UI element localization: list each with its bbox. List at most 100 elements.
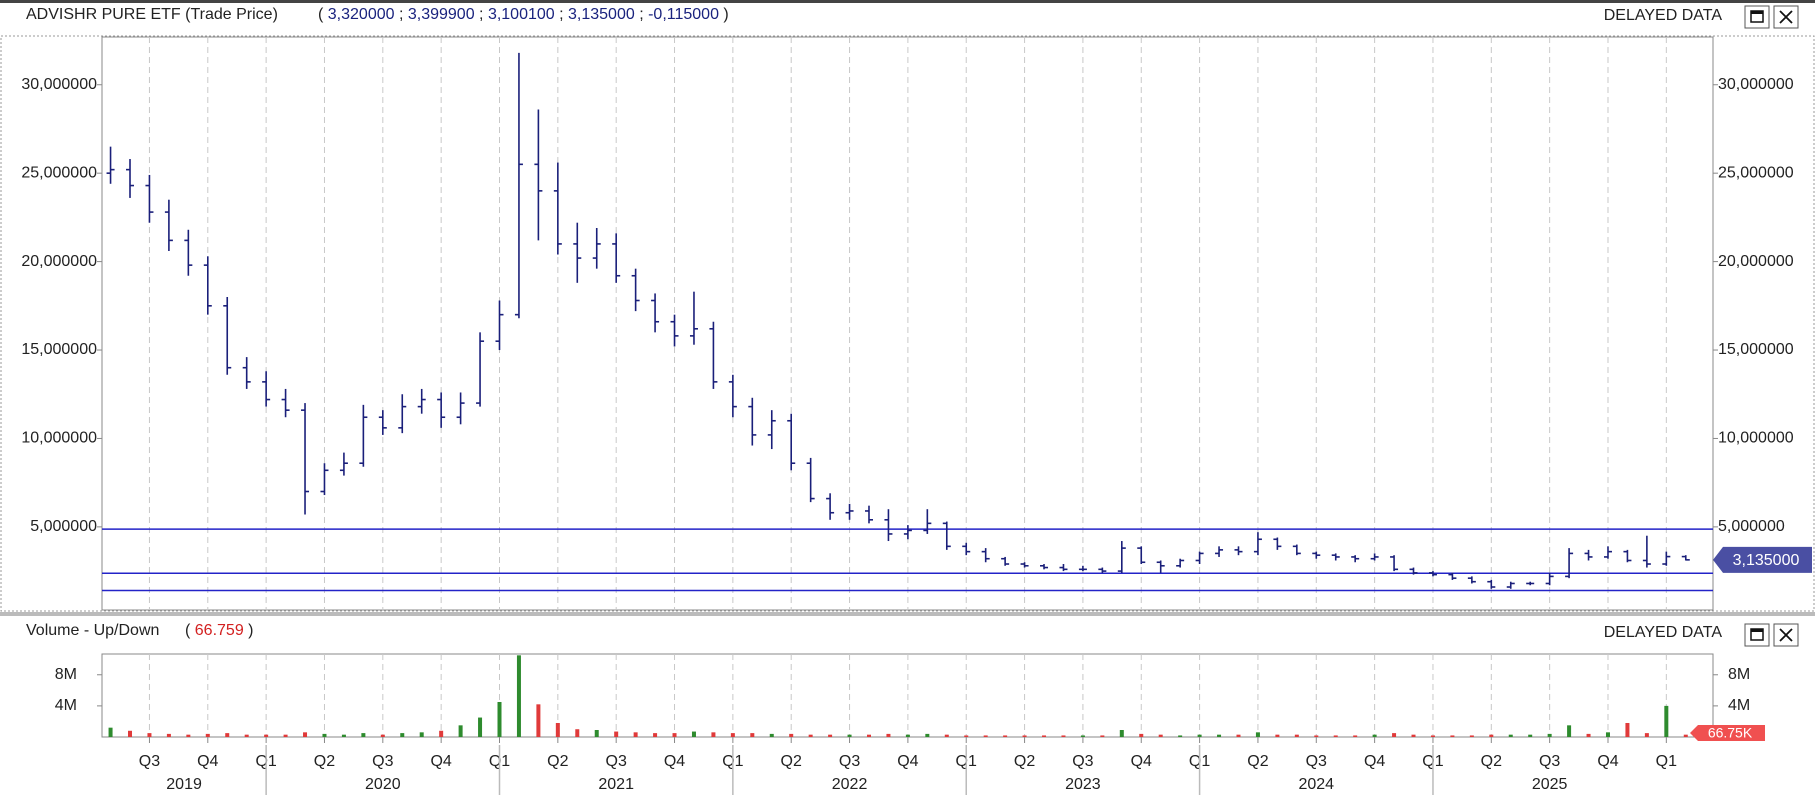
- y-tick-label: 25,000000: [21, 164, 97, 181]
- volume-bar: [614, 731, 619, 737]
- x-tick-label: Q2: [1247, 753, 1268, 770]
- volume-bar: [244, 734, 249, 737]
- maximize-button[interactable]: [1744, 5, 1770, 29]
- volume-bar: [1547, 733, 1552, 737]
- volume-value: ( 66.759 ): [185, 622, 254, 639]
- volume-bar: [789, 733, 794, 737]
- x-tick-label: Q2: [547, 753, 568, 770]
- volume-bar: [1333, 735, 1338, 737]
- quote-line: ( 3,320000 ; 3,399900 ; 3,100100 ; 3,135…: [318, 6, 729, 23]
- volume-bar: [886, 733, 891, 737]
- volume-bar: [497, 701, 502, 737]
- volume-bar: [1683, 734, 1688, 737]
- volume-bar: [866, 734, 871, 737]
- x-tick-label: Q2: [781, 753, 802, 770]
- volume-bar: [1003, 735, 1008, 737]
- price-header: ADVISHR PURE ETF (Trade Price) ( 3,32000…: [26, 5, 1799, 29]
- volume-bar: [1469, 735, 1474, 737]
- volume-bar: [439, 730, 444, 737]
- y-tick-label: 8M: [1728, 666, 1750, 683]
- volume-bar: [905, 734, 910, 737]
- volume-bar: [1586, 733, 1591, 737]
- volume-bar: [1178, 735, 1183, 737]
- x-tick-label: Q4: [1131, 753, 1152, 770]
- panel-divider: [0, 612, 1815, 616]
- x-tick-label: Q2: [1481, 753, 1502, 770]
- volume-bar: [303, 732, 308, 737]
- volume-bar: [322, 733, 327, 737]
- volume-bar: [711, 732, 716, 737]
- volume-bar: [653, 733, 658, 737]
- year-label: 2023: [1065, 776, 1101, 793]
- volume-bar: [225, 733, 230, 737]
- y-tick-label: 4M: [1728, 697, 1750, 714]
- volume-bar: [458, 725, 463, 737]
- volume-bar: [1197, 734, 1202, 737]
- y-tick-label: 20,000000: [1718, 253, 1794, 270]
- instrument-title: ADVISHR PURE ETF (Trade Price): [26, 6, 278, 23]
- top-edge: [0, 0, 1815, 3]
- x-tick-label: Q3: [1306, 753, 1327, 770]
- volume-bar: [1625, 722, 1630, 737]
- x-tick-label: Q4: [897, 753, 918, 770]
- volume-bar: [341, 734, 346, 737]
- volume-bar: [691, 731, 696, 737]
- volume-bar: [769, 733, 774, 737]
- y-tick-label: 10,000000: [1718, 430, 1794, 447]
- quote-open: 3,320000: [328, 6, 395, 23]
- close-button[interactable]: [1773, 5, 1799, 29]
- volume-bar: [536, 704, 541, 737]
- x-tick-label: Q4: [430, 753, 451, 770]
- x-tick-label: Q1: [1656, 753, 1677, 770]
- price-panel-frame: [0, 35, 1815, 612]
- x-tick-label: Q4: [664, 753, 685, 770]
- year-label: 2022: [832, 776, 868, 793]
- y-tick-label: 30,000000: [21, 76, 97, 93]
- volume-bar: [1139, 733, 1144, 737]
- volume-bar: [108, 727, 113, 737]
- last-volume-tag: [1690, 725, 1765, 741]
- volume-bar: [1392, 733, 1397, 737]
- volume-bar: [1294, 734, 1299, 737]
- delayed-status: DELAYED DATA: [1604, 7, 1723, 24]
- volume-bar: [1411, 734, 1416, 737]
- volume-bar: [1042, 735, 1047, 737]
- volume-bar: [1489, 734, 1494, 737]
- x-tick-label: Q3: [1072, 753, 1093, 770]
- last-price-label: 3,135000: [1733, 552, 1800, 569]
- year-label: 2024: [1298, 776, 1334, 793]
- year-label: 2021: [598, 776, 634, 793]
- volume-bar: [166, 733, 171, 737]
- x-tick-label: Q3: [139, 753, 160, 770]
- y-tick-label: 8M: [55, 666, 77, 683]
- volume-bar: [1605, 732, 1610, 737]
- volume-bar: [186, 734, 191, 737]
- volume-title-value: 66.759: [195, 622, 244, 639]
- volume-bar: [594, 729, 599, 737]
- volume-bar: [1353, 735, 1358, 737]
- volume-bar: [1528, 734, 1533, 737]
- x-tick-label: Q3: [372, 753, 393, 770]
- close-button[interactable]: [1773, 623, 1799, 647]
- volume-bar: [944, 734, 949, 737]
- volume-bar: [1119, 729, 1124, 737]
- last-volume-label: 66.75K: [1708, 725, 1753, 741]
- volume-bar: [1236, 734, 1241, 737]
- volume-bar: [419, 732, 424, 737]
- last-price-tag: [1713, 546, 1812, 573]
- volume-bar: [1061, 735, 1066, 737]
- volume-bar: [828, 734, 833, 737]
- volume-bar: [808, 734, 813, 737]
- volume-bar: [1100, 735, 1105, 737]
- volume-bar: [128, 730, 133, 737]
- volume-bar: [361, 733, 366, 737]
- maximize-button[interactable]: [1744, 623, 1770, 647]
- volume-header: Volume - Up/Down ( 66.759 ) DELAYED DATA: [26, 622, 1799, 647]
- volume-bar: [1314, 735, 1319, 737]
- year-label: 2020: [365, 776, 401, 793]
- y-tick-label: 4M: [55, 697, 77, 714]
- y-tick-label: 15,000000: [21, 341, 97, 358]
- volume-bar: [478, 717, 483, 737]
- volume-bar: [1255, 732, 1260, 737]
- x-tick-label: Q2: [1014, 753, 1035, 770]
